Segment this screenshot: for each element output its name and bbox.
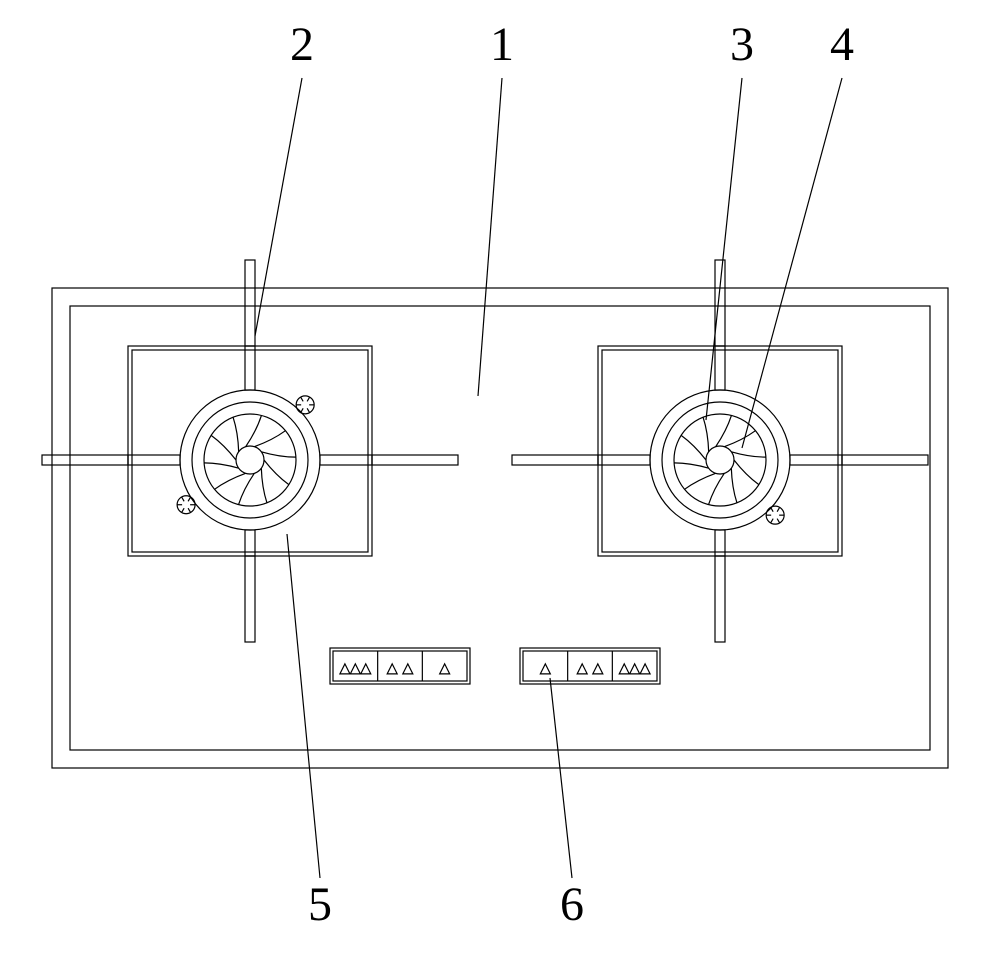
callout-number: 6 [560,878,584,931]
leader-line [287,534,320,878]
leader-line [255,78,302,336]
burner-right [512,260,928,642]
igniter-knob [177,496,195,514]
stove-panel [52,288,948,768]
control-strip-right[interactable] [520,648,660,684]
igniter-knob [766,506,784,524]
callout-number: 1 [490,18,514,71]
callout-number: 2 [290,18,314,71]
callout-4: 4 [742,18,854,448]
leader-line [550,678,572,878]
burner-core [236,446,264,474]
leader-line [478,78,502,396]
igniter-knob [296,396,314,414]
callout-1: 1 [478,18,514,396]
callout-6: 6 [550,678,584,931]
leader-line [742,78,842,448]
callout-5: 5 [287,534,332,931]
burner-core [706,446,734,474]
burner-vanes [674,415,766,504]
callout-number: 5 [308,878,332,931]
leader-line [706,78,742,420]
burner-vanes [204,415,296,504]
callout-3: 3 [706,18,754,420]
control-strip-left[interactable] [330,648,470,684]
burner-left [42,260,458,642]
callout-number: 3 [730,18,754,71]
callout-number: 4 [830,18,854,71]
